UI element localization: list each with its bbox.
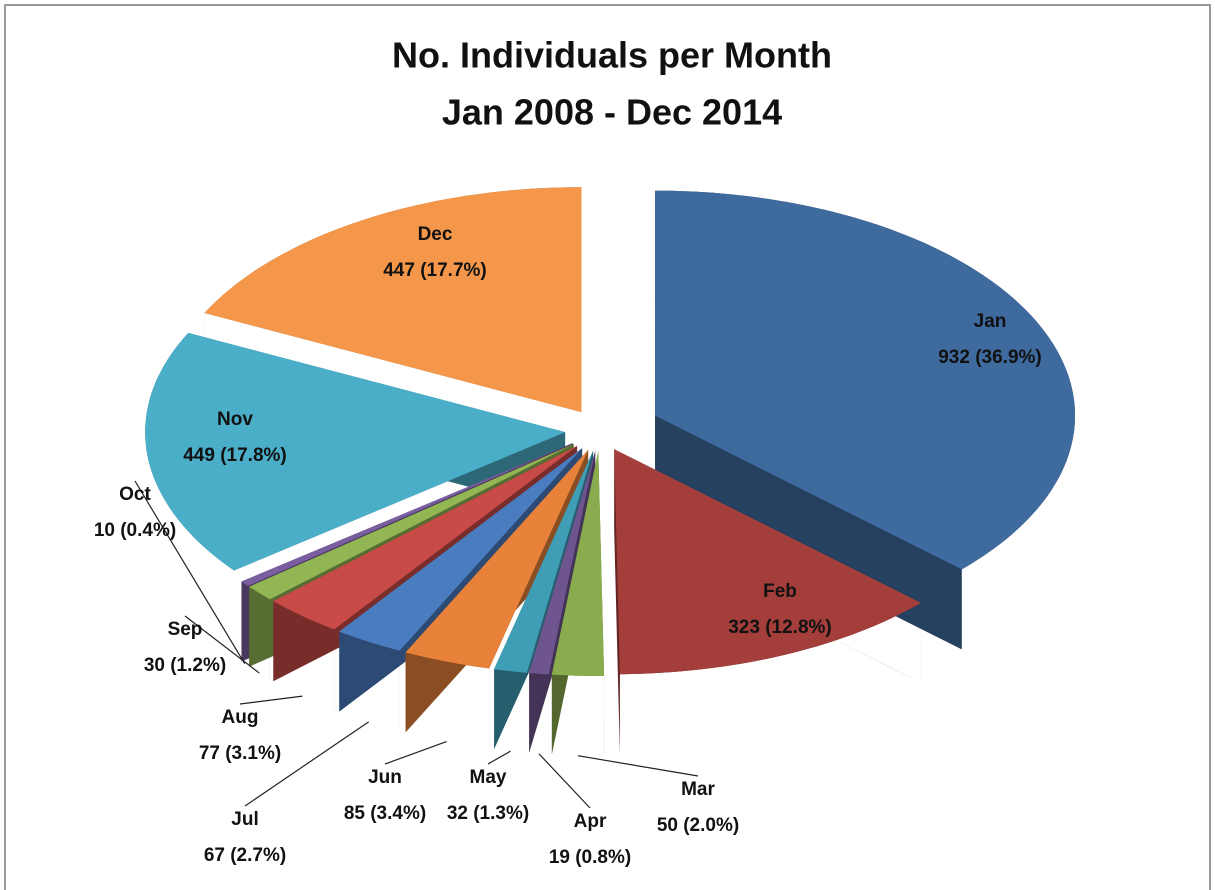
leader-line (244, 721, 370, 807)
slice-value-label: 323 (12.8%) (728, 617, 832, 638)
slice-category: Jun (368, 767, 402, 788)
slice-category: May (470, 767, 507, 788)
slice-category: Oct (119, 484, 151, 505)
slice-value-label: 449 (17.8%) (183, 445, 287, 466)
slice-category: Jul (231, 809, 258, 830)
slice (241, 443, 573, 586)
slice (494, 450, 594, 673)
slice-value-label: 50 (2.0%) (657, 815, 739, 836)
slice (339, 448, 583, 651)
slice (249, 443, 574, 600)
slice (529, 450, 596, 675)
slice-category: Sep (168, 619, 203, 640)
slice-category: Mar (681, 779, 715, 800)
chart-title: No. Individuals per Month (392, 35, 832, 76)
slice-side (339, 448, 583, 731)
slice-value-label: 30 (1.2%) (144, 655, 226, 676)
leader-line (538, 753, 591, 809)
slice (614, 449, 921, 675)
slice-category: Aug (222, 707, 259, 728)
slice (405, 449, 589, 669)
leader-line (384, 741, 447, 765)
slice (551, 450, 605, 676)
leader-line (184, 615, 260, 674)
slice-category: Jan (974, 311, 1007, 332)
slice (655, 190, 1075, 570)
slice-value-label: 32 (1.3%) (447, 803, 529, 824)
slice-value-label: 10 (0.4%) (94, 520, 176, 541)
slice (145, 332, 566, 571)
slice-value-label: 85 (3.4%) (344, 803, 426, 824)
slice (204, 187, 582, 413)
slice-category: Nov (217, 409, 253, 430)
leader-line (487, 750, 511, 765)
slice-category: Feb (763, 581, 797, 602)
slice-value-label: 19 (0.8%) (549, 847, 631, 868)
slice-value-label: 932 (36.9%) (938, 347, 1042, 368)
slice-value-label: 447 (17.7%) (383, 260, 487, 281)
leader-line (577, 755, 699, 777)
slice (273, 445, 578, 630)
slice-category: Dec (418, 224, 453, 245)
chart-subtitle: Jan 2008 - Dec 2014 (442, 92, 782, 133)
leader-line (134, 480, 246, 664)
slice-value-label: 77 (3.1%) (199, 743, 281, 764)
slice-category: Apr (574, 811, 607, 832)
leader-line (239, 695, 303, 705)
slice-value-label: 67 (2.7%) (204, 845, 286, 866)
